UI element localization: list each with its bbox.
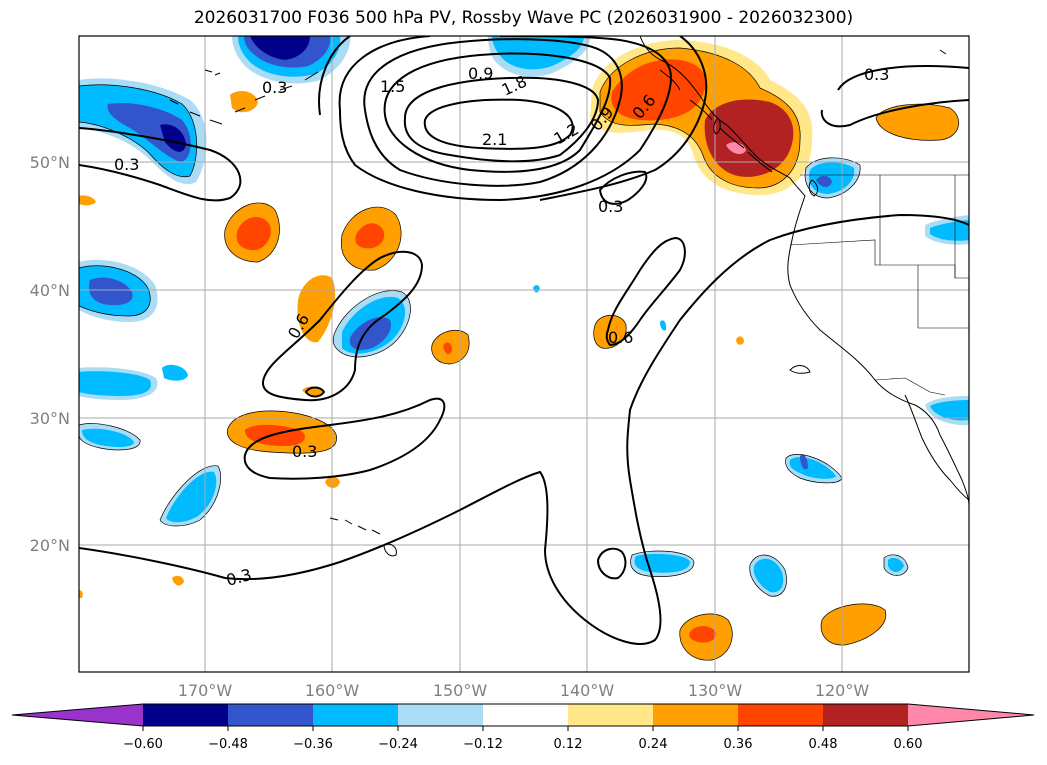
contour-label: 0.3 (262, 78, 287, 97)
negative-anomaly-region (250, 36, 310, 60)
positive-anomaly-region (821, 603, 886, 646)
pv-contour-0.3-main (79, 213, 969, 645)
positive-anomaly-region (355, 223, 385, 249)
graticule (79, 36, 969, 672)
colorbar-segment (313, 704, 398, 726)
colorbar-tick-label: −0.36 (293, 737, 333, 752)
negative-anomaly-region (660, 320, 667, 331)
pv-contour-0.3-small (598, 170, 648, 205)
negative-anomaly-region (753, 558, 784, 593)
pv-contour-0.9 (338, 36, 672, 202)
anomaly-outline-contours (79, 47, 960, 661)
colorbar-segment (143, 704, 228, 726)
contour-label: 2.1 (482, 130, 507, 149)
lat-label: 30°N (30, 409, 70, 428)
negative-anomaly-region (808, 162, 855, 194)
longitude-labels: 170°W 160°W 150°W 140°W 130°W 120°W (178, 681, 870, 700)
political-borders (789, 174, 969, 396)
figure-title: 2026031700 F036 500 hPa PV, Rossby Wave … (193, 8, 854, 28)
contour-label: 0.9 (468, 64, 493, 83)
negative-anomaly-region (888, 558, 904, 572)
colorbar-tick-label: 0.36 (724, 737, 753, 752)
lat-label: 50°N (30, 153, 70, 172)
contour-label: 0.3 (114, 155, 139, 174)
pv-contour-1.2 (363, 38, 623, 187)
colorbar-segment (398, 704, 483, 726)
lon-label: 160°W (305, 681, 360, 700)
pv-contour-0.6-loop (261, 250, 424, 402)
negative-anomaly-region (634, 554, 690, 573)
lon-label: 120°W (815, 681, 870, 700)
positive-anomaly-region (876, 104, 959, 141)
lon-label: 130°W (688, 681, 743, 700)
positive-anomaly-region (736, 336, 744, 345)
negative-anomaly-region (79, 371, 151, 396)
colorbar-segment (653, 704, 738, 726)
colorbar-segment (483, 704, 568, 726)
positive-anomaly-region (704, 99, 794, 177)
positive-anomaly-region (297, 275, 336, 343)
lat-label: 20°N (30, 536, 70, 555)
colorbar-extend-min (12, 704, 143, 726)
negative-anomaly-region (166, 471, 217, 523)
map-area: 0.3 0.3 0.3 0.3 0.3 0.3 0.6 0.6 0.6 0.9 … (79, 36, 969, 672)
pv-contour-0.3 (79, 127, 242, 202)
positive-anomaly-region (593, 315, 627, 349)
colorbar-segment (568, 704, 653, 726)
negative-anomaly-region (816, 175, 832, 187)
pv-contour-0.3-loop (243, 397, 446, 480)
positive-anomaly-region (236, 216, 271, 251)
lon-label: 150°W (433, 681, 488, 700)
positive-anomaly-region (172, 575, 184, 586)
pv-contour-0.3 (820, 65, 969, 128)
lon-label: 170°W (178, 681, 233, 700)
positive-anomaly-region (79, 590, 83, 598)
pv-contour-0.6 (318, 36, 708, 201)
pv-contour-1.5 (383, 52, 612, 173)
positive-anomaly-region (230, 90, 258, 113)
pv-contour-0.3-small (304, 386, 326, 398)
colorbar-tick-label: −0.24 (378, 737, 418, 752)
negative-anomaly-region (533, 285, 540, 293)
contour-label: 1.5 (380, 77, 405, 96)
contour-label: 0.6 (608, 328, 633, 347)
positive-anomaly-region (443, 342, 452, 355)
negative-anomaly-region (160, 124, 186, 152)
negative-anomaly-region (82, 428, 134, 447)
colorbar-segment (823, 704, 908, 726)
pv-contours (79, 36, 969, 645)
positive-anomaly-region (689, 626, 717, 643)
negative-anomaly-region (930, 220, 969, 241)
colorbar-tick-label: 0.24 (639, 737, 668, 752)
colorbar: −0.60 −0.48 −0.36 −0.24 −0.12 0.12 0.24 0.36 0.4… (11, 703, 1035, 752)
negative-anomaly-region (162, 364, 188, 381)
colorbar-segment (228, 704, 313, 726)
colorbar-extend-max (908, 704, 1034, 726)
colorbar-tick-label: −0.60 (123, 737, 163, 752)
contour-label: 0.3 (598, 197, 623, 216)
latitude-labels: 50°N 40°N 30°N 20°N (30, 153, 70, 555)
pv-contour-2.1 (423, 98, 574, 150)
contour-label: 0.3 (864, 65, 889, 84)
colorbar-tick-label: 0.60 (894, 737, 923, 752)
pv-contour-1.8 (403, 76, 600, 163)
pv-contour-0.3-small (596, 547, 627, 580)
positive-anomaly-region (79, 195, 96, 206)
colorbar-tick-label: −0.48 (208, 737, 248, 752)
colorbar-segment (738, 704, 823, 726)
pv-contour-0.6-small (605, 236, 686, 347)
lat-label: 40°N (30, 281, 70, 300)
lon-label: 140°W (560, 681, 615, 700)
colorbar-tick-label: −0.12 (463, 737, 503, 752)
colorbar-tick-label: 0.48 (809, 737, 838, 752)
negative-anomaly-region (800, 454, 808, 470)
contour-label: 0.3 (292, 442, 317, 461)
colorbar-tick-label: 0.12 (554, 737, 583, 752)
negative-anomaly-region (492, 36, 584, 70)
negative-anomaly-region (89, 277, 133, 306)
map-frame (78, 35, 970, 673)
negative-anomaly-region (930, 400, 969, 421)
